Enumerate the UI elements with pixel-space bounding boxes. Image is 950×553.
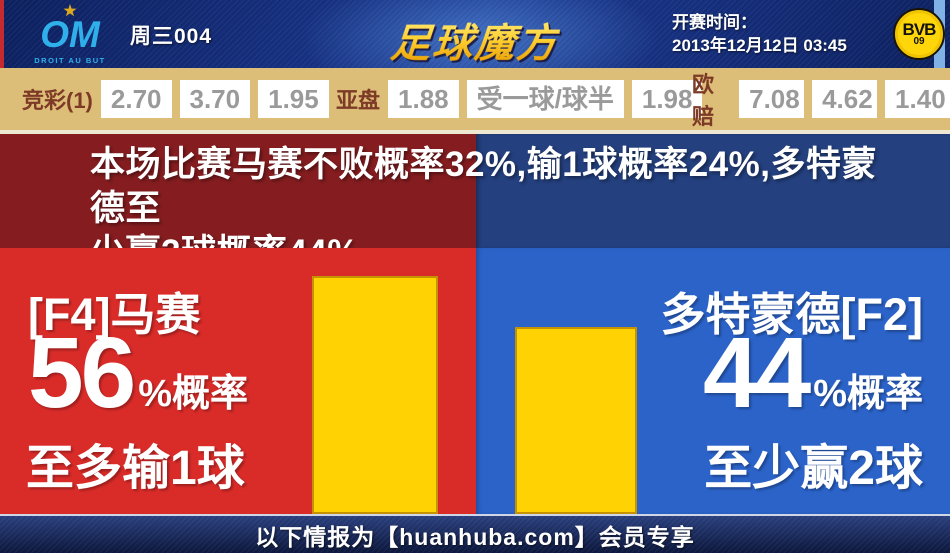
home-probability: 56 %概率 (28, 317, 249, 429)
handicap-home-odds: 1.88 (388, 80, 459, 118)
away-probability: 44 %概率 (702, 317, 923, 429)
handicap-line: 受一球/球半 (466, 80, 624, 118)
jingcai-away-odds: 1.95 (258, 80, 329, 118)
away-team-label: 多特蒙德[F2] (660, 289, 924, 340)
away-probability-suffix: %概率 (813, 373, 923, 415)
euro-home-odds: 7.08 (739, 80, 805, 118)
euro-odds-label: 欧赔 (692, 72, 715, 129)
analysis-band-away-bg (476, 134, 950, 248)
dortmund-crest-icon: BVB 09 (893, 8, 945, 60)
home-probability-bar (312, 276, 438, 514)
away-probability-value: 44 (702, 317, 811, 429)
star-icon (63, 4, 77, 17)
dortmund-initials: BVB (902, 19, 937, 39)
away-outcome: 至少赢2球 (704, 442, 923, 495)
jingcai-label: 竞彩(1) (22, 88, 93, 113)
away-probability-bar (515, 327, 637, 514)
separator-line (0, 130, 950, 134)
footer-notice: 以下情报为【huanhuba.com】会员专享 (255, 523, 695, 550)
dortmund-number: 09 (913, 35, 925, 47)
analysis-band-home-bg (0, 134, 476, 248)
footer: 以下情报为【huanhuba.com】会员专享 (0, 514, 950, 553)
marseille-monogram: OM (40, 14, 101, 55)
match-code: 周三004 (130, 25, 213, 48)
left-red-edge-stripe (0, 0, 4, 68)
euro-away-odds: 1.40 (885, 80, 950, 118)
euro-odds-group: 欧赔 7.08 4.62 1.40 (692, 68, 950, 130)
marseille-motto: DROIT AU BUT (34, 56, 105, 65)
analysis-line-1: 本场比赛马赛不败概率32%,输1球概率24%,多特蒙德至 (90, 145, 878, 228)
site-logo: 足球魔方 (388, 11, 561, 69)
odds-bar: 竞彩(1) 2.70 3.70 1.95 亚盘 1.88 受一球/球半 1.98… (0, 68, 950, 130)
asian-handicap-label: 亚盘 (336, 88, 381, 113)
home-probability-suffix: %概率 (138, 373, 249, 415)
asian-handicap-group: 亚盘 1.88 受一球/球半 1.98 (336, 68, 703, 130)
home-probability-value: 56 (28, 317, 136, 429)
jingcai-draw-odds: 3.70 (179, 80, 251, 118)
marseille-crest-icon: OM DROIT AU BUT (34, 4, 105, 65)
kickoff-time-block: 开赛时间： 2013年12月12日 03:45 (672, 11, 847, 57)
handicap-away-odds: 1.98 (631, 80, 703, 118)
kickoff-label: 开赛时间： (672, 13, 757, 32)
jingcai-home-odds: 2.70 (100, 80, 172, 118)
kickoff-datetime: 2013年12月12日 03:45 (672, 36, 847, 55)
home-team-label: [F4]马赛 (28, 289, 201, 340)
jingcai-odds-group: 竞彩(1) 2.70 3.70 1.95 (22, 68, 329, 130)
euro-draw-odds: 4.62 (812, 80, 878, 118)
home-outcome: 至多输1球 (26, 442, 245, 495)
header: OM DROIT AU BUT 周三004 足球魔方 开赛时间： 2013年12… (0, 0, 950, 68)
